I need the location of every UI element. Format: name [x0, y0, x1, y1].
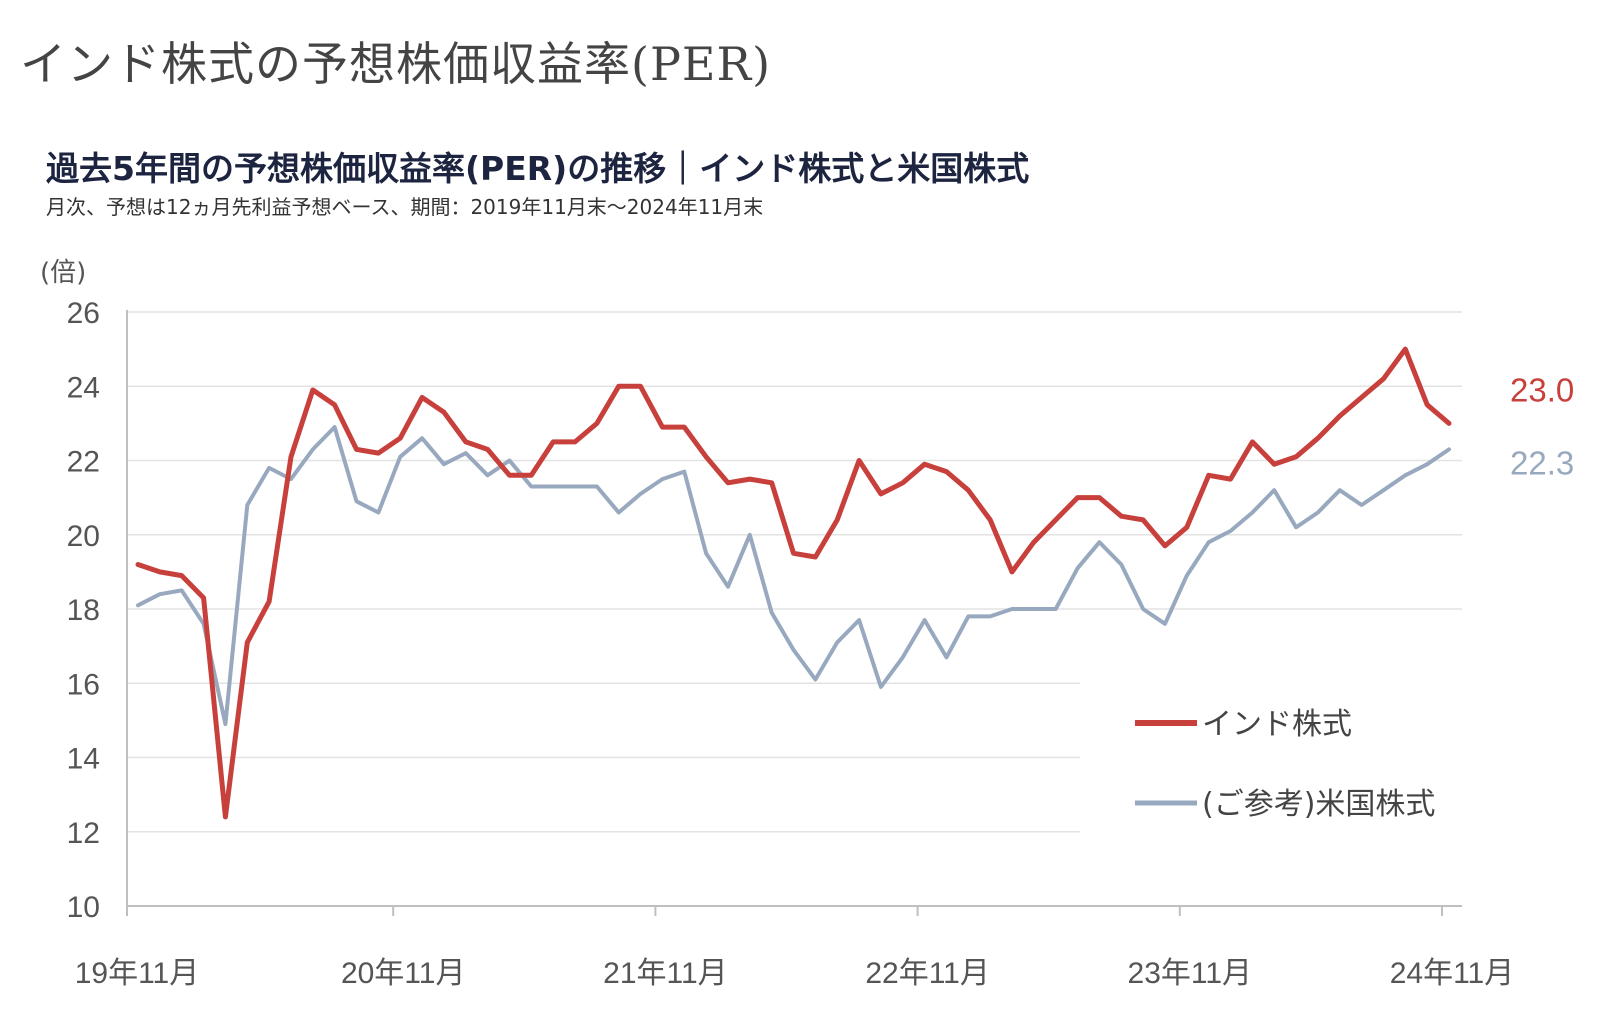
- series-lines: 22.3 23.0: [135, 346, 1574, 820]
- grid-lines: [127, 311, 1462, 833]
- x-tick-label: 22年11月: [865, 957, 990, 990]
- x-tick-label: 23年11月: [1128, 957, 1253, 990]
- india-end-label: 23.0: [1510, 371, 1574, 408]
- y-tick-label: 20: [67, 520, 100, 553]
- y-tick-label: 10: [67, 891, 100, 924]
- y-tick-label: 16: [67, 668, 100, 701]
- legend-label-india: インド株式: [1202, 707, 1352, 742]
- page-title: インド株式の予想株価収益率(PER): [20, 37, 772, 91]
- chart-title: 過去5年間の予想株価収益率(PER)の推移｜インド株式と米国株式: [46, 149, 1030, 188]
- y-tick-label: 14: [67, 743, 100, 776]
- legend-label-us: (ご参考)米国株式: [1202, 787, 1435, 822]
- legend: インド株式 (ご参考)米国株式: [1135, 707, 1435, 822]
- chart-subtitle: 月次、予想は12ヵ月先利益予想ベース、期間：2019年11月末～2024年11月…: [46, 195, 764, 219]
- us-end-label: 22.3: [1510, 444, 1574, 481]
- y-tick-label: 12: [67, 817, 100, 850]
- x-tick-label: 19年11月: [75, 957, 200, 990]
- x-tick-label: 24年11月: [1390, 957, 1515, 990]
- x-tick-label: 21年11月: [603, 957, 728, 990]
- india-series-line: [135, 346, 1452, 820]
- x-tick-label: 20年11月: [341, 957, 466, 990]
- y-tick-label: 26: [67, 297, 100, 330]
- y-axis-unit-label: (倍): [40, 258, 86, 288]
- y-tick-label: 18: [67, 594, 100, 627]
- us-series-line: [136, 425, 1451, 727]
- y-tick-label: 24: [67, 371, 100, 404]
- axes: 10 12 14 16 18 20 22 24 26 19年11月 20年11月 21年11月 22年1…: [67, 297, 1515, 990]
- y-tick-label: 22: [67, 446, 100, 479]
